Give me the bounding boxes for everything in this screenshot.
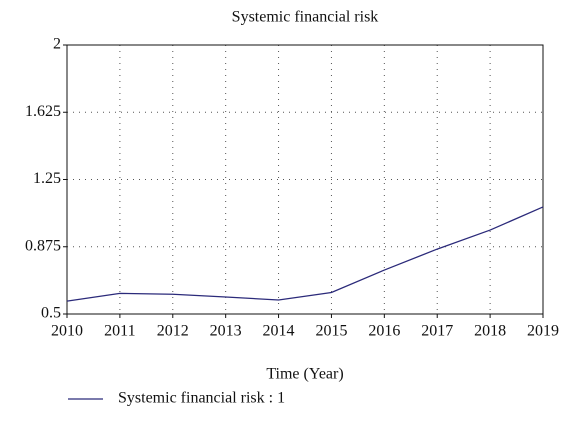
x-tick-label: 2012 xyxy=(157,323,189,340)
line xyxy=(66,206,544,302)
y-tick-label: 0.875 xyxy=(25,237,61,254)
x-tick-label: 2017 xyxy=(421,323,453,340)
y-tick-label: 0.5 xyxy=(41,305,61,322)
legend-label: Systemic financial risk : 1 xyxy=(118,390,285,407)
x-tick-label: 2019 xyxy=(527,323,559,340)
x-axis-label: Time (Year) xyxy=(266,366,343,383)
x-tick-label: 2014 xyxy=(263,323,295,340)
x-tick-label: 2010 xyxy=(51,323,83,340)
x-tick-label: 2015 xyxy=(315,323,347,340)
x-tick-label: 2013 xyxy=(210,323,242,340)
plot-frame xyxy=(66,44,544,315)
chart-title: Systemic financial risk xyxy=(232,9,379,26)
x-tick-label: 2016 xyxy=(368,323,400,340)
x-tick-label: 2018 xyxy=(474,323,506,340)
y-tick-label: 2 xyxy=(53,36,61,53)
x-tick-label: 2011 xyxy=(104,323,135,340)
y-tick-label: 1.25 xyxy=(33,170,61,187)
y-tick-label: 1.625 xyxy=(25,103,61,120)
